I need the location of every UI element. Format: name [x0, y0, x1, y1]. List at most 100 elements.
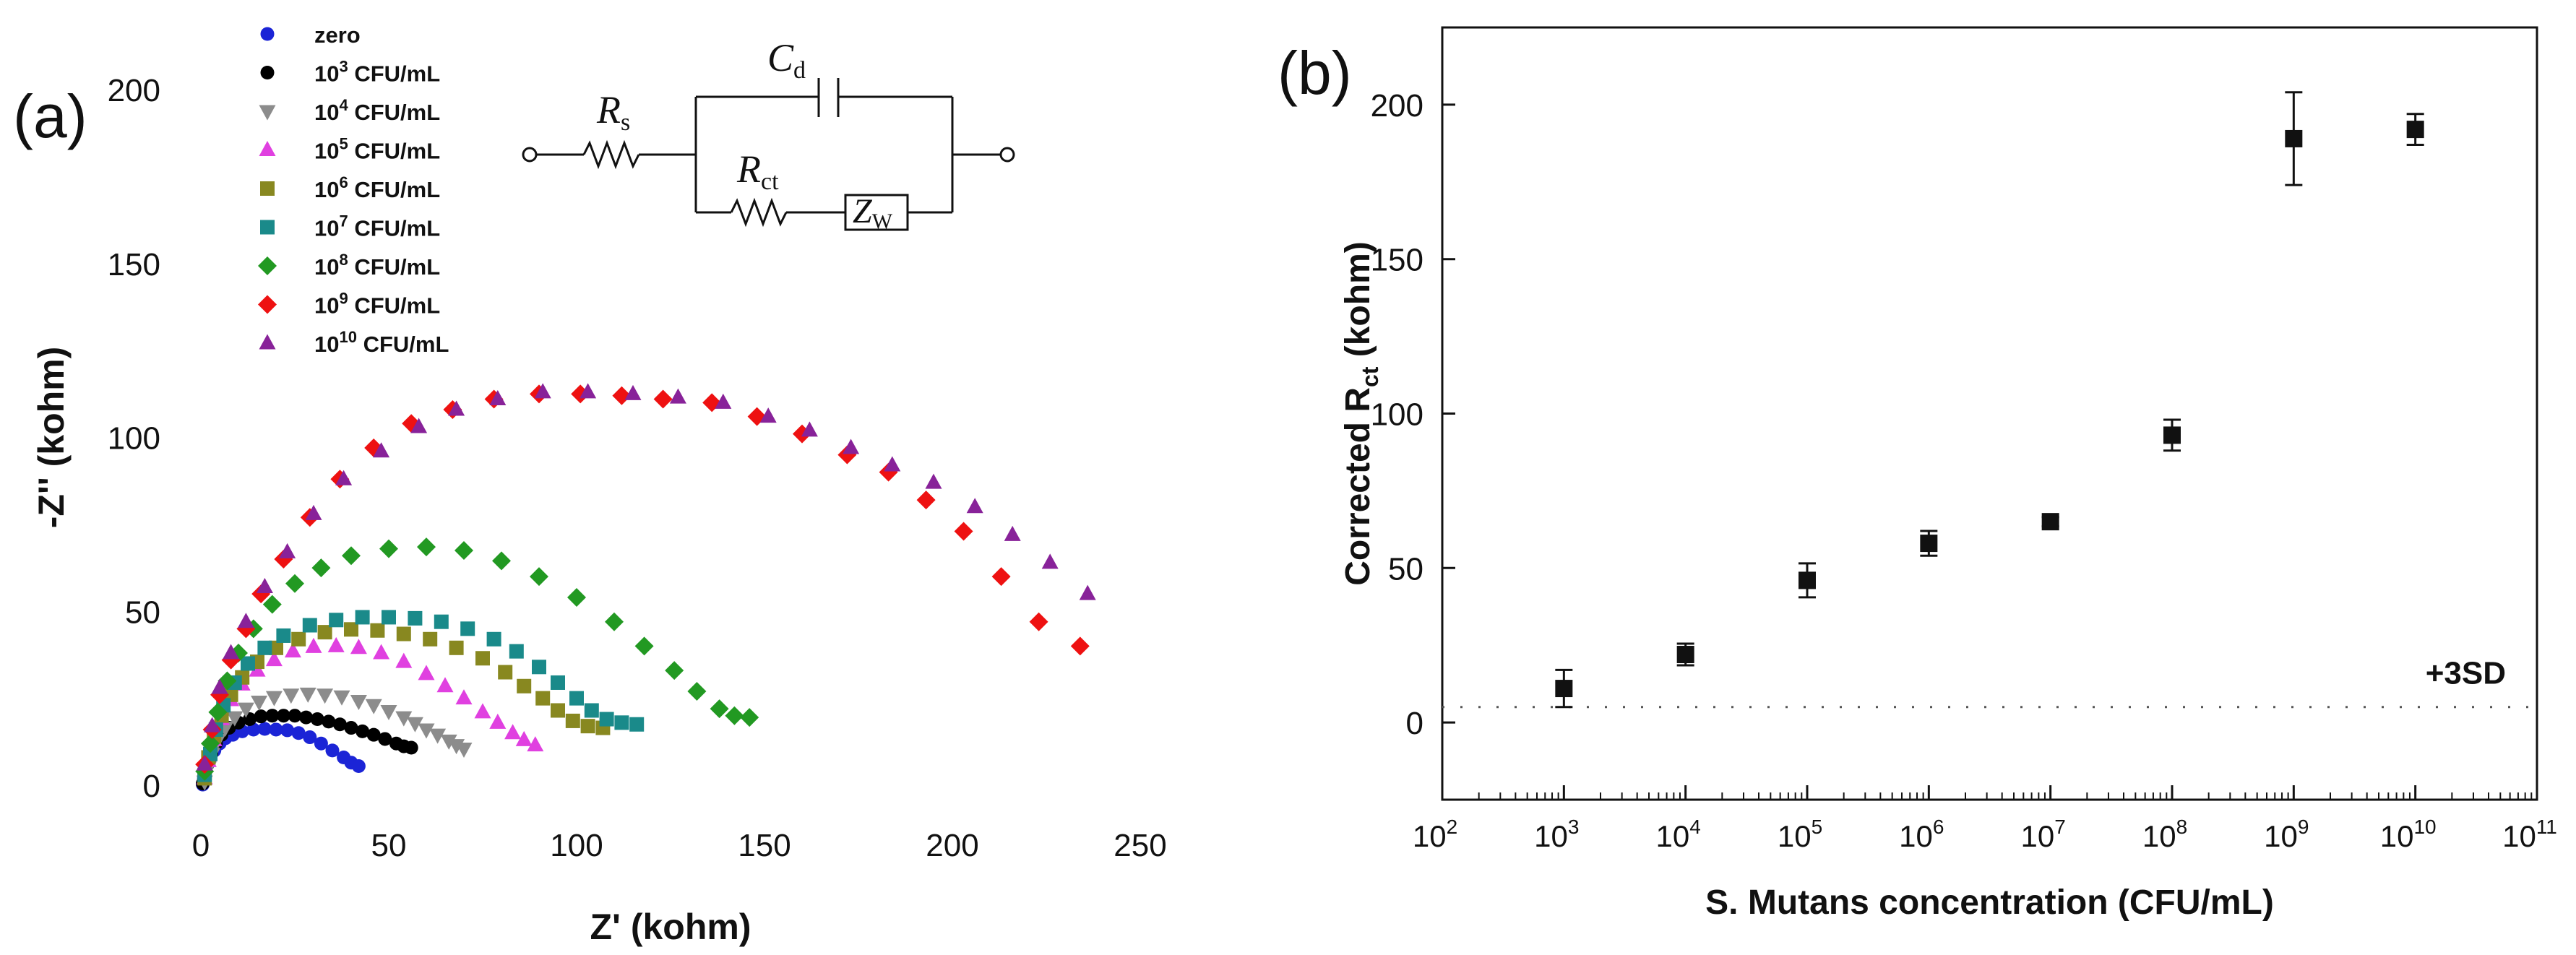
x-tick-label: 106: [1899, 816, 1944, 853]
x-tick-base: 10: [2502, 819, 2536, 853]
y-tick-label: 200: [1371, 88, 1423, 124]
data-point: [486, 631, 501, 647]
data-point: [629, 717, 645, 732]
data-point: [1555, 680, 1573, 698]
resistor-rct: [730, 197, 788, 228]
x-tick-exponent: 4: [1689, 816, 1701, 838]
data-point: [395, 711, 413, 727]
data-point: [246, 722, 261, 737]
resistor-rs: [582, 139, 640, 170]
data-point: [436, 677, 454, 693]
x-tick-base: 10: [2021, 819, 2055, 853]
data-point: [303, 730, 317, 745]
data-point: [440, 734, 457, 750]
data-point: [382, 610, 396, 625]
data-point: [204, 717, 221, 733]
data-point: [378, 732, 392, 746]
data-point: [373, 442, 390, 458]
legend-label-unit: CFU/mL: [348, 293, 440, 319]
legend-label: 1010 CFU/mL: [314, 328, 449, 357]
x-tick-label: 50: [371, 828, 407, 863]
data-point: [344, 622, 358, 637]
legend-label-unit: CFU/mL: [348, 254, 440, 280]
x-tick-label: 1011: [2502, 816, 2557, 853]
x-tick-label: 200: [926, 828, 978, 863]
data-point: [634, 636, 654, 656]
data-point: [535, 691, 551, 706]
data-point: [366, 727, 381, 742]
data-point: [665, 661, 684, 680]
data-point: [317, 625, 332, 640]
data-point: [350, 694, 367, 710]
data-point: [350, 639, 367, 654]
legend-label-base: 10: [314, 139, 339, 164]
data-point: [265, 651, 283, 667]
y-tick-label: 100: [1371, 397, 1423, 433]
data-point: [269, 722, 283, 737]
legend-label-base: 10: [314, 332, 339, 357]
legend-label-unit: CFU/mL: [348, 139, 440, 164]
legend-label: 106 CFU/mL: [314, 173, 440, 202]
data-point: [2163, 426, 2181, 444]
data-point: [916, 491, 936, 510]
data-point: [305, 637, 322, 653]
legend-label-base: 10: [314, 100, 339, 125]
data-point: [954, 522, 973, 541]
data-point: [801, 421, 818, 437]
legend-label: 103 CFU/mL: [314, 58, 440, 87]
label-zw: ZW: [853, 192, 893, 233]
data-point: [418, 665, 435, 680]
data-point: [291, 631, 306, 647]
data-point: [356, 724, 370, 738]
legend-label: zero: [314, 22, 361, 48]
data-point: [624, 384, 642, 400]
data-point: [1070, 636, 1090, 656]
data-point: [379, 539, 398, 558]
data-point: [269, 640, 283, 655]
data-point: [565, 713, 580, 728]
data-point: [241, 656, 255, 671]
x-tick-base: 10: [1534, 819, 1568, 853]
legend-label-base: 10: [314, 177, 339, 202]
data-point: [251, 695, 268, 711]
data-point: [1004, 525, 1021, 541]
x-tick-label: 103: [1534, 816, 1579, 853]
legend-marker: [259, 105, 276, 121]
x-tick-exponent: 7: [2054, 816, 2066, 838]
data-point: [449, 640, 464, 655]
data-point: [455, 540, 473, 560]
panel-a-label: (a): [13, 82, 87, 150]
data-point: [280, 723, 295, 738]
data-point: [310, 712, 324, 727]
data-point: [669, 388, 686, 404]
y-tick-label: 0: [1406, 706, 1423, 741]
data-point: [305, 504, 322, 520]
data-point: [223, 644, 240, 660]
data-point: [599, 712, 614, 727]
series-8: [196, 383, 1096, 771]
y-axis-label-unit: (kohm): [1339, 241, 1377, 366]
data-point: [580, 383, 597, 399]
x-tick-label: 105: [1778, 816, 1822, 853]
y-axis-label-main: Corrected R: [1339, 387, 1377, 586]
data-point: [527, 736, 544, 752]
data-point: [333, 690, 350, 706]
data-point: [687, 681, 707, 701]
x-tick-label: 102: [1413, 816, 1457, 853]
x-tick-label: 0: [192, 828, 210, 863]
data-point: [614, 715, 629, 730]
data-point: [759, 407, 777, 423]
data-point: [395, 652, 413, 668]
data-point: [325, 743, 340, 758]
equivalent-circuit-inset: [522, 78, 1015, 231]
data-point: [612, 386, 632, 405]
data-point: [532, 660, 546, 675]
legend-label-unit: CFU/mL: [348, 177, 440, 202]
legend-label-base: 10: [314, 61, 339, 87]
legend-label-exponent: 10: [339, 328, 356, 346]
legend-marker: [259, 141, 276, 156]
x-tick-label: 109: [2264, 816, 2309, 853]
data-point: [299, 710, 314, 725]
